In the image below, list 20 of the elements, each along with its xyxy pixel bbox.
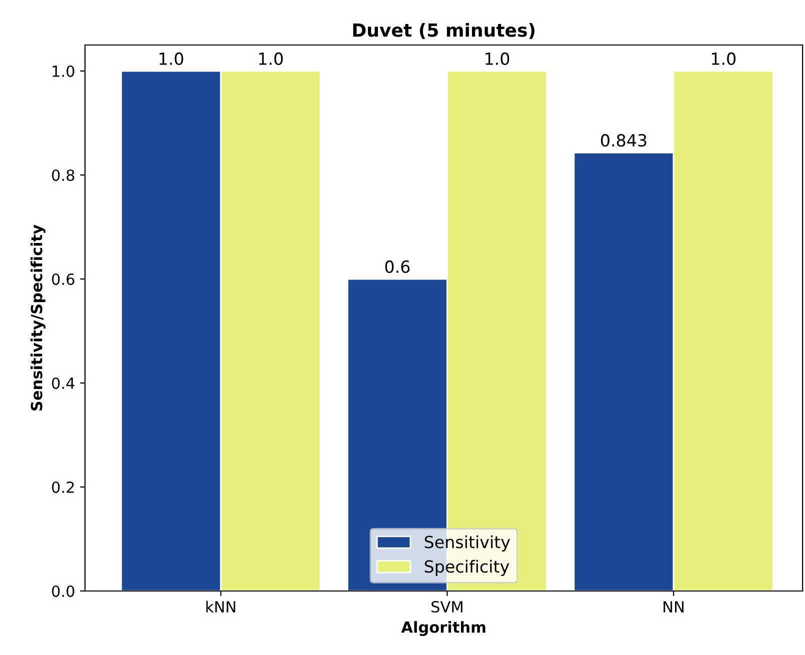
legend-label: Sensitivity xyxy=(424,535,510,552)
y-tick-label: 0.0 xyxy=(52,585,74,598)
y-tick-label: 0.8 xyxy=(52,169,74,182)
y-tick-label: 0.4 xyxy=(52,377,74,390)
data-label: 1.0 xyxy=(160,52,184,65)
chart-title: Duvet (5 minutes) xyxy=(353,22,534,40)
data-label: 0.843 xyxy=(600,134,646,147)
x-tick-label: SVM xyxy=(432,600,462,613)
y-tick-label: 1.0 xyxy=(52,65,74,78)
x-axis-title: Algorithm xyxy=(401,621,486,636)
x-tick-label: kNN xyxy=(206,600,236,612)
y-tick-label: 0.6 xyxy=(52,273,74,286)
legend-label: Specificity xyxy=(424,560,510,576)
data-label: 1.0 xyxy=(259,52,283,65)
y-tick-label: 0.2 xyxy=(52,481,74,494)
data-label: 0.6 xyxy=(385,260,410,273)
data-label: 1.0 xyxy=(712,52,736,65)
y-axis-title: Sensitivity/Specificity xyxy=(30,224,46,410)
x-tick-label: NN xyxy=(664,601,684,612)
data-label: 1.0 xyxy=(486,52,510,65)
